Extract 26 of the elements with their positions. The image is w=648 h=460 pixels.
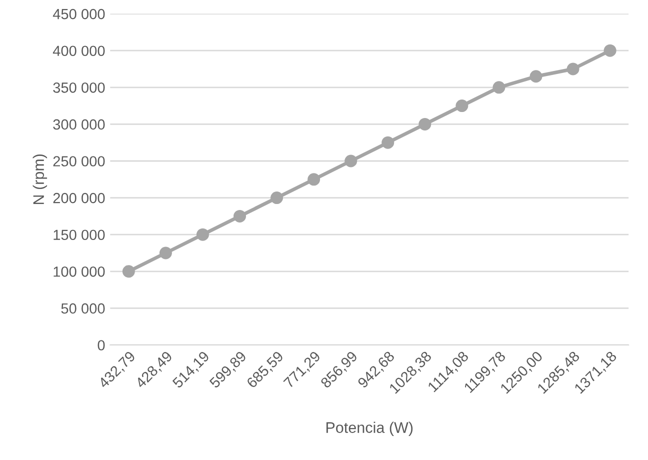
point	[159, 246, 172, 260]
point	[196, 228, 209, 241]
y-tick-label: 450 000	[52, 8, 105, 20]
point	[270, 192, 284, 204]
point	[308, 173, 320, 186]
y-tick-label: 150 000	[54, 230, 105, 240]
y-axis-title: N (rpm)	[32, 154, 48, 204]
y-tick-label: 200 000	[53, 192, 105, 204]
point	[418, 118, 432, 130]
point	[566, 62, 580, 76]
point	[492, 81, 506, 94]
point	[456, 100, 468, 112]
y-tick-label: 250 000	[53, 156, 105, 166]
point	[344, 154, 358, 168]
x-axis-title: Potencia (W)	[326, 422, 413, 436]
y-tick-label: 300 000	[53, 119, 105, 130]
point	[382, 136, 394, 149]
point	[530, 70, 542, 83]
y-tick-label: 400 000	[52, 46, 105, 56]
y-tick-label: 0	[98, 340, 105, 350]
point	[122, 265, 135, 278]
y-tick-label: 350 000	[53, 82, 105, 93]
y-tick-label: 100 000	[54, 266, 105, 277]
point	[234, 210, 246, 222]
y-tick-label: 50 000	[61, 303, 105, 314]
point	[604, 44, 616, 57]
